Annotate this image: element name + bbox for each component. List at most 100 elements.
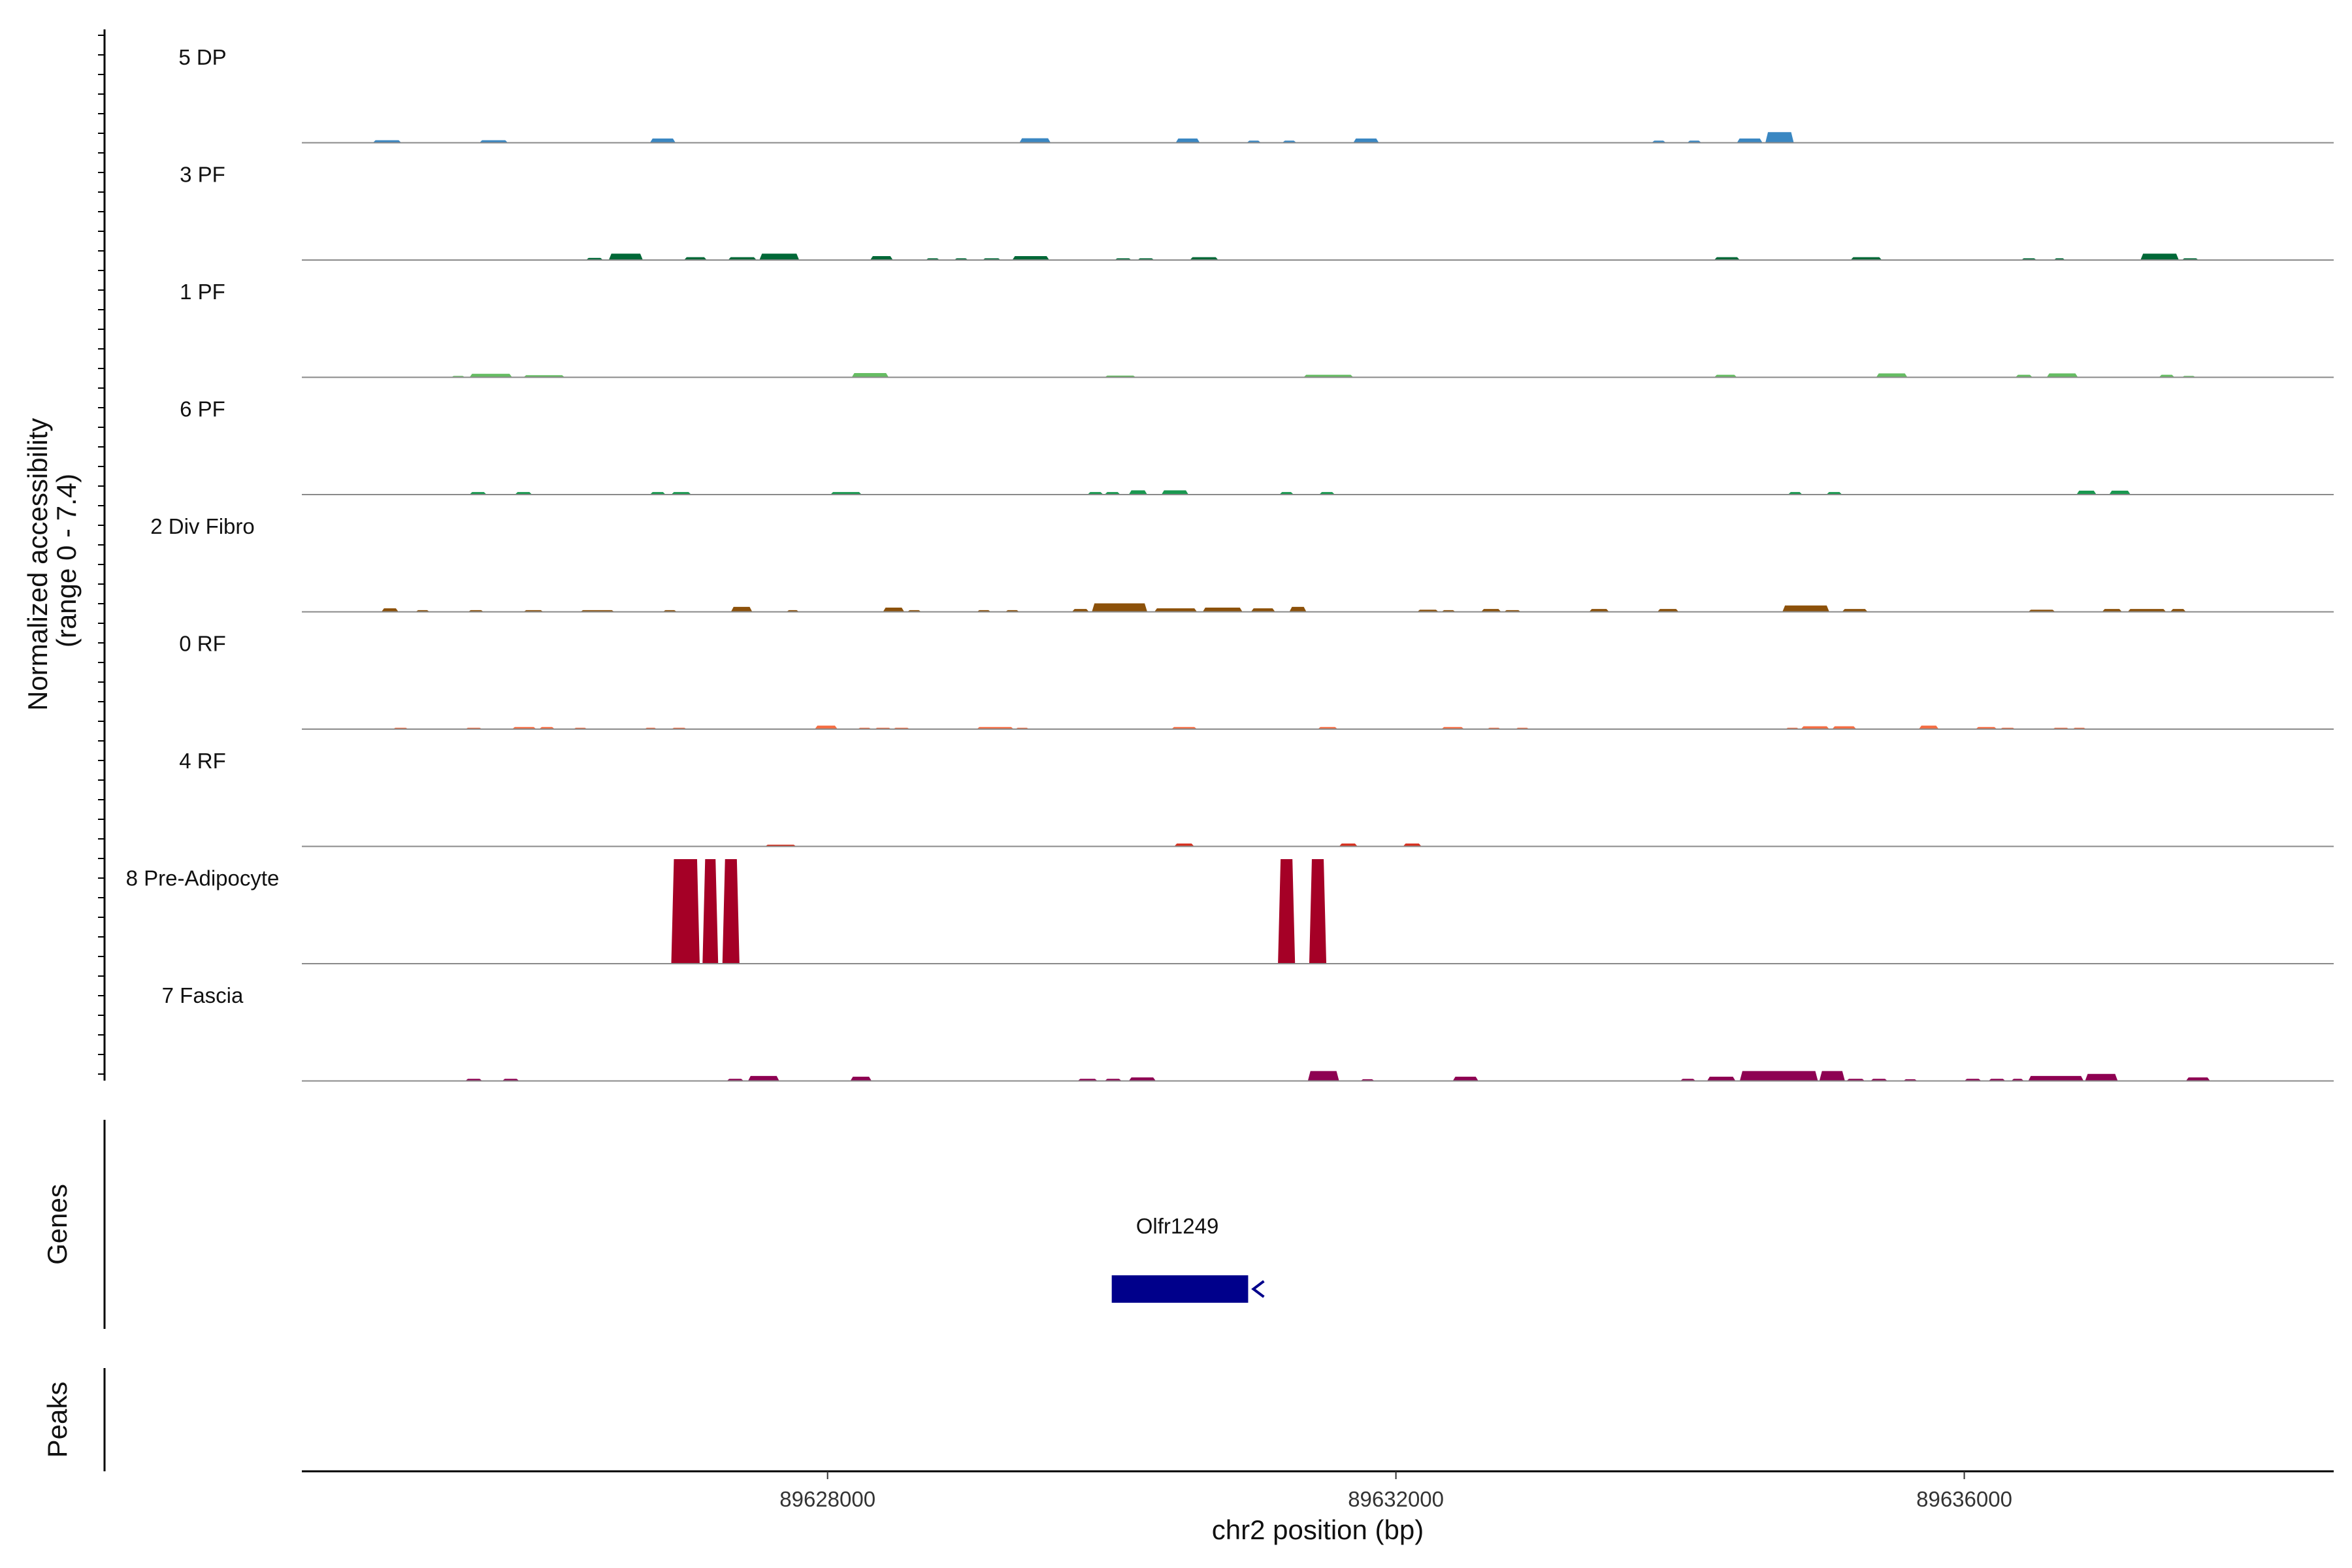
x-tick-label: 89628000 [779, 1487, 875, 1511]
track-3-pf: 3 PF [180, 162, 2334, 261]
coverage-peak [1019, 138, 1051, 143]
coverage-peak [2109, 490, 2131, 495]
coverage-peak [1012, 255, 1049, 260]
x-axis-title: chr2 position (bp) [1212, 1514, 1424, 1545]
gene-label: Olfr1249 [1136, 1214, 1219, 1238]
coverage-peak [851, 373, 889, 378]
coverage-peak [1765, 132, 1794, 143]
coverage-peak [1452, 1077, 1478, 1081]
coverage-peak [730, 606, 753, 612]
track-5-dp: 5 DP [178, 45, 2334, 144]
coverage-peak [1202, 608, 1243, 612]
genes-panel-title: Genes [42, 1184, 73, 1265]
track-label: 3 PF [180, 162, 225, 186]
track-label: 2 Div Fibro [150, 514, 255, 538]
coverage-peak [1782, 605, 1829, 612]
track-label: 7 Fascia [162, 983, 244, 1007]
coverage-peak [2028, 1075, 2084, 1081]
coverage-peak [1842, 609, 1868, 612]
coverage-peak [702, 859, 719, 964]
coverage-peak [850, 1077, 872, 1081]
coverage-peak [671, 859, 700, 964]
coverage-peak [1289, 606, 1307, 612]
coverage-peak [747, 1075, 779, 1081]
coverage-peak [1128, 490, 1148, 495]
track-8-pre-adipocyte: 8 Pre-Adipocyte [126, 859, 2334, 964]
track-label: 8 Pre-Adipocyte [126, 866, 280, 890]
peaks-panel: Peaks [42, 1368, 106, 1471]
y-axis-title-line1: Normalized accessibility [22, 418, 53, 711]
coverage-peak [381, 608, 399, 612]
track-0-rf: 0 RF [179, 631, 2334, 730]
coverage-peak [1876, 373, 1908, 378]
coverage-peak [1128, 1077, 1156, 1081]
coverage-peak [1174, 843, 1194, 847]
track-label: 0 RF [179, 631, 226, 655]
coverage-peak [1918, 725, 1939, 729]
track-7-fascia: 7 Fascia [162, 983, 2334, 1082]
coverage-peak [1589, 609, 1609, 612]
coverage-peak [1175, 139, 1200, 143]
coverage-peak [1071, 609, 1089, 612]
coverage-peak [1161, 490, 1189, 495]
accessibility-y-axis [98, 29, 106, 1081]
track-label: 1 PF [180, 280, 225, 304]
y-axis-title-line2: (range 0 - 7.4) [51, 474, 82, 647]
coverage-peak [1339, 843, 1358, 847]
coverage-peak [1307, 1071, 1339, 1081]
coverage-peak [1353, 139, 1379, 143]
coverage-peak [1092, 603, 1148, 612]
gene-items: Olfr1249 [1111, 1214, 1265, 1303]
gene-strand-arrow [1251, 1280, 1265, 1298]
coverage-peak [1250, 608, 1275, 612]
coverage-peak [1832, 726, 1857, 729]
y-axis-title: Normalized accessibility (range 0 - 7.4) [22, 410, 82, 711]
coverage-peak [1850, 257, 1882, 260]
coverage-peak [1801, 726, 1829, 729]
x-axis: 89628000 89632000 89636000 chr2 position (… [302, 1470, 2334, 1545]
coverage-peak [2102, 609, 2122, 612]
track-6-pf: 6 PF [180, 397, 2334, 495]
coverage-peak [608, 253, 643, 260]
coverage-peak [684, 257, 707, 260]
coverage-peak [2185, 1077, 2210, 1081]
coverage-peak [2085, 1073, 2118, 1081]
gene-body [1111, 1275, 1249, 1303]
coverage-peak [2076, 490, 2097, 495]
coverage-peak [2170, 609, 2186, 612]
coverage-peak [1481, 609, 1501, 612]
track-label: 5 DP [178, 45, 226, 69]
coverage-peak [1154, 608, 1198, 612]
x-tick-label: 89632000 [1348, 1487, 1444, 1511]
coverage-peak [870, 255, 893, 260]
coverage-peak [1819, 1071, 1845, 1081]
coverage-peak [1657, 609, 1679, 612]
coverage-peak [2046, 373, 2078, 378]
track-1-pf: 1 PF [180, 280, 2334, 378]
coverage-peak [2127, 609, 2166, 612]
x-tick-label: 89636000 [1916, 1487, 2012, 1511]
coverage-peak [1190, 257, 1218, 260]
coverage-peak [1714, 257, 1740, 260]
coverage-peak [1278, 859, 1296, 964]
track-label: 4 RF [179, 749, 226, 773]
coverage-peak [815, 725, 838, 729]
coverage-peak [2140, 253, 2179, 260]
coverage-peak [649, 139, 676, 143]
coverage-peak [1737, 139, 1763, 143]
coverage-peak [883, 608, 905, 612]
track-4-rf: 4 RF [179, 749, 2334, 847]
coverage-peak [759, 253, 800, 260]
coverage-peak [1739, 1071, 1818, 1081]
coverage-peak [469, 374, 512, 378]
coverage-tracks: 5 DP 3 PF 1 PF 6 PF 2 Div Fibro 0 RF 4 RF 8 Pre… [126, 45, 2334, 1082]
track-2-div-fibro: 2 Div Fibro [150, 514, 2334, 613]
coverage-peak [728, 257, 757, 260]
coverage-peak [1707, 1077, 1736, 1081]
coverage-peak [1309, 859, 1327, 964]
track-label: 6 PF [180, 397, 225, 421]
peaks-panel-title: Peaks [42, 1382, 73, 1458]
x-axis-ticks: 89628000 89632000 89636000 [779, 1471, 2012, 1511]
coverage-peak [1403, 843, 1422, 847]
